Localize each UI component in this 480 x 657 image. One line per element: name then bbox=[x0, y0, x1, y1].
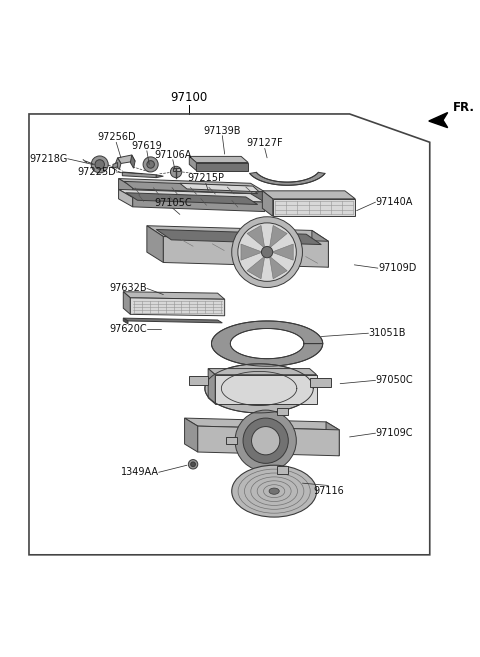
Polygon shape bbox=[429, 112, 448, 127]
Circle shape bbox=[243, 418, 288, 463]
Circle shape bbox=[252, 426, 280, 455]
Circle shape bbox=[238, 223, 296, 281]
Polygon shape bbox=[263, 191, 273, 216]
Circle shape bbox=[91, 156, 108, 173]
Polygon shape bbox=[241, 244, 263, 260]
Text: 97105C: 97105C bbox=[154, 198, 192, 208]
Circle shape bbox=[191, 462, 195, 466]
Polygon shape bbox=[163, 237, 328, 267]
Text: 97215P: 97215P bbox=[187, 173, 224, 183]
Circle shape bbox=[147, 161, 155, 168]
Polygon shape bbox=[277, 407, 288, 415]
Polygon shape bbox=[208, 369, 215, 404]
Text: 97050C: 97050C bbox=[375, 375, 413, 386]
Polygon shape bbox=[208, 369, 317, 374]
Polygon shape bbox=[132, 187, 265, 202]
Polygon shape bbox=[126, 193, 258, 204]
Polygon shape bbox=[131, 155, 135, 168]
Polygon shape bbox=[269, 256, 287, 279]
Polygon shape bbox=[122, 172, 156, 177]
Polygon shape bbox=[113, 162, 118, 168]
Text: 97256D: 97256D bbox=[97, 132, 135, 143]
Polygon shape bbox=[310, 378, 331, 388]
Polygon shape bbox=[131, 298, 225, 316]
Polygon shape bbox=[132, 197, 265, 212]
Polygon shape bbox=[123, 318, 128, 324]
Text: 97100: 97100 bbox=[171, 91, 208, 104]
Text: 97620C: 97620C bbox=[109, 323, 147, 334]
Polygon shape bbox=[269, 225, 287, 248]
Circle shape bbox=[95, 160, 105, 169]
Polygon shape bbox=[115, 158, 121, 169]
Polygon shape bbox=[185, 418, 198, 452]
Polygon shape bbox=[326, 422, 339, 456]
Polygon shape bbox=[119, 189, 132, 207]
Text: 97109C: 97109C bbox=[375, 428, 413, 438]
Polygon shape bbox=[156, 175, 163, 177]
Text: 31051B: 31051B bbox=[369, 328, 406, 338]
Polygon shape bbox=[189, 156, 196, 171]
Polygon shape bbox=[250, 172, 325, 185]
Text: 97139B: 97139B bbox=[204, 125, 241, 135]
Polygon shape bbox=[212, 321, 323, 366]
Polygon shape bbox=[277, 466, 288, 474]
Text: 97116: 97116 bbox=[313, 486, 344, 495]
Polygon shape bbox=[124, 181, 258, 194]
Text: 97218G: 97218G bbox=[29, 154, 68, 164]
Polygon shape bbox=[185, 418, 339, 430]
Polygon shape bbox=[189, 156, 248, 162]
Text: 97632B: 97632B bbox=[109, 283, 147, 294]
Polygon shape bbox=[119, 179, 265, 192]
Text: 97140A: 97140A bbox=[375, 197, 413, 207]
Ellipse shape bbox=[269, 488, 279, 494]
Polygon shape bbox=[272, 244, 293, 260]
Circle shape bbox=[262, 246, 273, 258]
Polygon shape bbox=[123, 292, 225, 300]
Polygon shape bbox=[263, 191, 355, 199]
Circle shape bbox=[235, 410, 296, 471]
Polygon shape bbox=[189, 376, 208, 385]
Polygon shape bbox=[273, 199, 355, 216]
Polygon shape bbox=[226, 437, 238, 445]
Circle shape bbox=[188, 460, 198, 469]
Polygon shape bbox=[198, 426, 339, 456]
Polygon shape bbox=[119, 189, 265, 202]
Polygon shape bbox=[196, 162, 248, 171]
Text: 97225D: 97225D bbox=[77, 167, 116, 177]
Polygon shape bbox=[156, 229, 321, 244]
Circle shape bbox=[232, 217, 302, 288]
Polygon shape bbox=[119, 179, 132, 197]
Polygon shape bbox=[147, 226, 163, 263]
Text: 97619: 97619 bbox=[132, 141, 162, 150]
Text: 1349AA: 1349AA bbox=[120, 467, 159, 477]
Polygon shape bbox=[180, 183, 259, 192]
Polygon shape bbox=[205, 364, 313, 413]
Ellipse shape bbox=[232, 465, 317, 517]
Polygon shape bbox=[123, 318, 222, 323]
Polygon shape bbox=[123, 292, 131, 314]
Polygon shape bbox=[247, 225, 265, 248]
Polygon shape bbox=[118, 155, 135, 164]
Text: 97106A: 97106A bbox=[154, 150, 192, 160]
Polygon shape bbox=[147, 226, 328, 241]
Polygon shape bbox=[312, 231, 328, 267]
Polygon shape bbox=[247, 256, 265, 279]
Circle shape bbox=[170, 166, 182, 177]
Polygon shape bbox=[173, 168, 180, 171]
Text: 97109D: 97109D bbox=[378, 263, 416, 273]
Polygon shape bbox=[215, 374, 317, 404]
Text: FR.: FR. bbox=[453, 101, 475, 114]
Circle shape bbox=[143, 157, 158, 172]
Text: 97127F: 97127F bbox=[246, 139, 283, 148]
